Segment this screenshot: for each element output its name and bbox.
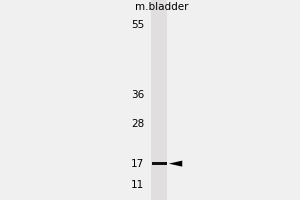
Text: m.bladder: m.bladder (135, 2, 189, 12)
Bar (152, 162, 166, 165)
Text: 55: 55 (131, 20, 144, 30)
Bar (151, 0, 167, 200)
Text: 36: 36 (131, 90, 144, 100)
Text: 28: 28 (131, 119, 144, 129)
Text: 11: 11 (131, 180, 144, 190)
Polygon shape (169, 161, 182, 167)
Text: 17: 17 (131, 159, 144, 169)
